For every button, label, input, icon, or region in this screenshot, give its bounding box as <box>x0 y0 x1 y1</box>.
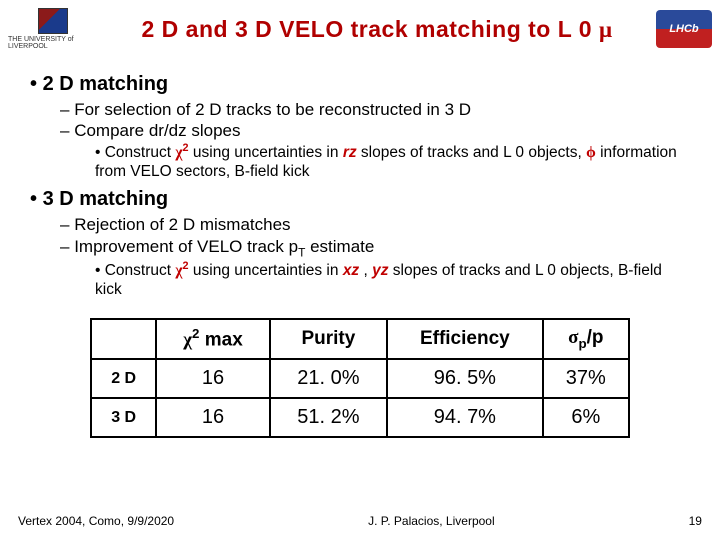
table-row: 3 D 16 51. 2% 94. 7% 6% <box>91 398 629 437</box>
table-row: 2 D 16 21. 0% 96. 5% 37% <box>91 359 629 398</box>
table-header-row: χ2 max Purity Efficiency σp/p <box>91 319 629 359</box>
section-1-title: 2 D matching <box>30 72 690 97</box>
row-label-2d: 2 D <box>91 359 156 398</box>
chi-symbol: χ <box>175 262 182 279</box>
text: Construct <box>105 262 176 279</box>
section-1-item-b: Compare dr/dz slopes <box>60 120 690 141</box>
text: slopes of tracks and L 0 objects, <box>357 144 586 161</box>
cell: 16 <box>156 359 269 398</box>
text: /p <box>587 327 604 348</box>
chi-symbol: χ <box>175 144 182 161</box>
title-mu: μ <box>599 17 613 42</box>
text: , <box>359 262 372 279</box>
cell: 94. 7% <box>387 398 543 437</box>
text: estimate <box>305 237 374 256</box>
university-name: THE UNIVERSITY of LIVERPOOL <box>8 36 98 50</box>
content: 2 D matching For selection of 2 D tracks… <box>0 54 720 438</box>
text: max <box>199 329 242 350</box>
cell: 21. 0% <box>270 359 387 398</box>
th-chimax: χ2 max <box>156 319 269 359</box>
text: using uncertainties in <box>189 262 343 279</box>
sigma-symbol: σ <box>568 327 578 348</box>
section-2-item-b: Improvement of VELO track pT estimate <box>60 236 690 260</box>
lhcb-text: LHCb <box>669 23 698 35</box>
footer: Vertex 2004, Como, 9/9/2020 J. P. Palaci… <box>0 514 720 528</box>
results-table-wrap: χ2 max Purity Efficiency σp/p 2 D 16 21.… <box>90 318 630 438</box>
section-1-subitem: Construct χ2 using uncertainties in rz s… <box>95 142 690 182</box>
lhcb-logo: LHCb <box>656 10 712 48</box>
section-1-item-a: For selection of 2 D tracks to be recons… <box>60 99 690 120</box>
text: Improvement of VELO track p <box>74 237 298 256</box>
rz: rz <box>343 144 357 161</box>
slide-title: 2 D and 3 D VELO track matching to L 0 μ <box>98 16 656 43</box>
cell: 51. 2% <box>270 398 387 437</box>
footer-left: Vertex 2004, Como, 9/9/2020 <box>18 514 174 528</box>
text: Construct <box>105 144 176 161</box>
xz: xz <box>343 262 359 279</box>
university-logo: THE UNIVERSITY of LIVERPOOL <box>8 8 98 50</box>
cell: 96. 5% <box>387 359 543 398</box>
section-2-item-a: Rejection of 2 D mismatches <box>60 214 690 235</box>
row-label-3d: 3 D <box>91 398 156 437</box>
th-purity: Purity <box>270 319 387 359</box>
yz: yz <box>372 262 388 279</box>
text: using uncertainties in <box>189 144 343 161</box>
results-table: χ2 max Purity Efficiency σp/p 2 D 16 21.… <box>90 318 630 438</box>
th-sigma: σp/p <box>543 319 629 359</box>
cell: 37% <box>543 359 629 398</box>
section-2-subitem: Construct χ2 using uncertainties in xz ,… <box>95 260 690 300</box>
sigma-sub: p <box>578 336 586 351</box>
cell: 16 <box>156 398 269 437</box>
cell: 6% <box>543 398 629 437</box>
header: THE UNIVERSITY of LIVERPOOL 2 D and 3 D … <box>0 0 720 54</box>
phi-symbol: ϕ <box>586 144 596 161</box>
chi-symbol: χ <box>183 329 192 350</box>
crest-icon <box>38 8 68 34</box>
footer-center: J. P. Palacios, Liverpool <box>368 514 495 528</box>
th-efficiency: Efficiency <box>387 319 543 359</box>
th-empty <box>91 319 156 359</box>
section-2-title: 3 D matching <box>30 187 690 212</box>
title-text: 2 D and 3 D VELO track matching to L 0 <box>141 16 598 42</box>
page-number: 19 <box>689 514 702 528</box>
